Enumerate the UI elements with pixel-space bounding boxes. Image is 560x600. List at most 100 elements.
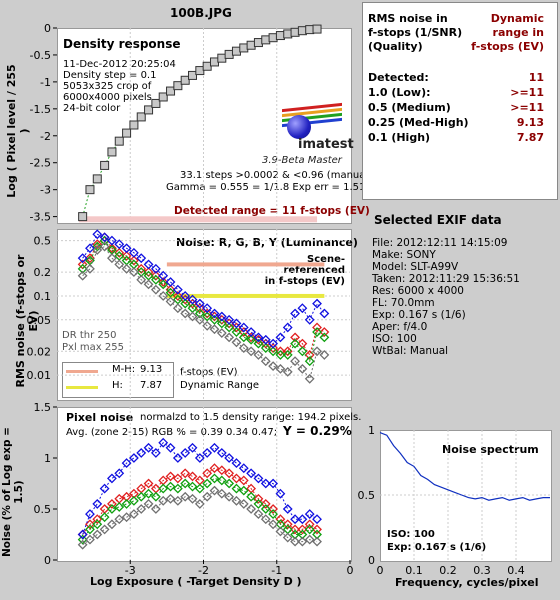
pixel-noise-point-gray xyxy=(187,493,198,504)
noise-ev-point-green xyxy=(290,338,300,349)
noise-ev-point-blue xyxy=(238,322,249,333)
density-ytick-label: 0 xyxy=(44,22,51,35)
pixel-noise-point-blue xyxy=(268,478,279,489)
pixel-noise-point-red xyxy=(224,468,235,479)
noise-ev-point-red xyxy=(268,343,279,353)
noise-ev-point-red xyxy=(231,322,242,333)
pixel-noise-xlabel: Log Exposure ( -Target Density D ) xyxy=(90,575,302,588)
density-point xyxy=(100,160,110,170)
pixel-noise-point-blue xyxy=(121,458,132,469)
noise-ev-point-red xyxy=(128,255,139,266)
pixel-noise-point-blue xyxy=(150,447,161,458)
noise-ev-point-blue xyxy=(268,338,279,349)
pixel-noise-point-green xyxy=(238,485,249,496)
rms-table-panel xyxy=(362,2,558,200)
noise-ev-point-gray xyxy=(136,274,147,285)
noise-ev-point-blue xyxy=(224,314,235,325)
noise-ev-point-blue xyxy=(209,308,220,319)
exif-line: Res: 6000 x 4000 xyxy=(372,285,464,297)
scene-ref-label: Scene-referenced in f-stops (EV) xyxy=(264,254,345,287)
noise-ev-point-blue xyxy=(172,284,183,295)
imatest-logo-text: imatest xyxy=(298,137,354,152)
noise-ev-point-gray xyxy=(121,263,132,274)
pixel-noise-point-green xyxy=(150,491,161,502)
pixel-noise-point-green xyxy=(209,473,220,484)
spectrum-heading: Noise spectrum xyxy=(442,443,539,456)
noise-ev-point-green xyxy=(282,350,293,360)
noise-ev-point-red xyxy=(304,350,315,360)
pixel-noise-point-green xyxy=(99,512,110,523)
pixel-noise-point-red xyxy=(216,465,227,476)
pixel-noise-point-gray xyxy=(260,514,271,525)
noise-ev-point-gray xyxy=(187,311,198,322)
density-point xyxy=(275,31,285,41)
noise-ev-heading: Noise: R, G, B, Y (Luminance) xyxy=(176,236,358,249)
noise-ev-point-blue xyxy=(165,277,176,287)
density-point xyxy=(195,66,205,76)
exif-line: ISO: 100 xyxy=(372,333,417,345)
pixel-noise-point-blue xyxy=(172,453,183,463)
noise-ev-point-red xyxy=(165,284,176,295)
density-ytick-label: -2 xyxy=(40,130,51,143)
pixel-noise-line-blue xyxy=(82,442,318,535)
pixel-noise-point-blue xyxy=(180,447,191,458)
file-title: 100B.JPG xyxy=(170,6,232,20)
rms-table-header-right: Dynamic range in f-stops (EV) xyxy=(471,12,544,53)
noise-ev-point-gray xyxy=(172,303,183,314)
pixel-noise-point-red xyxy=(253,493,264,504)
pixel-noise-xtick-label: -1 xyxy=(271,564,282,577)
noise-ev-point-green xyxy=(180,298,191,309)
noise-ev-point-gray xyxy=(224,332,235,343)
pixel-noise-point-red xyxy=(165,471,176,482)
noise-ev-point-gray xyxy=(209,324,220,335)
noise-ev-point-gray xyxy=(216,328,227,338)
noise-ev-point-gray xyxy=(268,361,279,372)
noise-ev-point-red xyxy=(238,327,249,337)
noise-ev-point-gray xyxy=(158,291,169,301)
pixel-noise-point-blue xyxy=(246,468,257,479)
pixel-noise-point-gray xyxy=(231,495,242,506)
density-heading: Density response xyxy=(63,37,181,51)
pixel-noise-point-gray xyxy=(290,536,300,547)
pixel-noise-point-red xyxy=(312,524,322,535)
noise-ev-point-gray xyxy=(180,308,191,319)
pixel-noise-point-gray xyxy=(121,512,132,523)
noise-ev-point-red xyxy=(224,318,235,329)
pixel-noise-point-blue xyxy=(107,473,117,484)
noise-ev-point-blue xyxy=(77,253,88,264)
pixel-noise-y-value: Y = 0.29% xyxy=(283,424,352,438)
density-point xyxy=(180,75,190,85)
noise-ev-point-green xyxy=(158,279,169,290)
pixel-noise-ytick-label: 1.5 xyxy=(34,401,52,414)
spectrum-iso: ISO: 100 xyxy=(387,529,435,540)
pixel-noise-point-green xyxy=(143,488,154,499)
pixel-noise-point-blue xyxy=(77,529,88,540)
noise-ev-point-red xyxy=(172,291,183,301)
density-point xyxy=(122,128,132,138)
pixel-noise-point-red xyxy=(107,498,117,509)
noise-ev-line-blue xyxy=(82,233,325,345)
noise-ev-point-gray xyxy=(238,343,249,353)
range-band-h xyxy=(166,293,325,298)
density-point xyxy=(188,70,198,80)
pixel-noise-point-blue xyxy=(238,463,249,474)
pixel-noise-point-red xyxy=(260,498,271,509)
detected-range-band xyxy=(78,216,318,223)
noise-ev-point-blue xyxy=(312,298,322,309)
noise-ev-point-red xyxy=(136,263,147,274)
spectrum-panel xyxy=(380,430,552,562)
density-point xyxy=(107,147,117,157)
noise-ev-point-gray xyxy=(99,241,110,252)
noise-ev-point-blue xyxy=(187,294,198,305)
pixel-noise-point-red xyxy=(143,478,154,489)
density-point xyxy=(261,35,271,45)
noise-ev-point-green xyxy=(268,346,279,357)
rms-row-value: 11 xyxy=(528,71,544,84)
density-point xyxy=(151,98,161,108)
exif-line: FL: 70.0mm xyxy=(372,297,435,309)
noise-ev-point-blue xyxy=(246,327,257,337)
noise-ev-point-green xyxy=(297,346,308,357)
noise-ev-line-gray xyxy=(82,245,325,380)
pixel-noise-point-blue xyxy=(224,453,235,463)
noise-ev-point-gray xyxy=(194,314,205,325)
